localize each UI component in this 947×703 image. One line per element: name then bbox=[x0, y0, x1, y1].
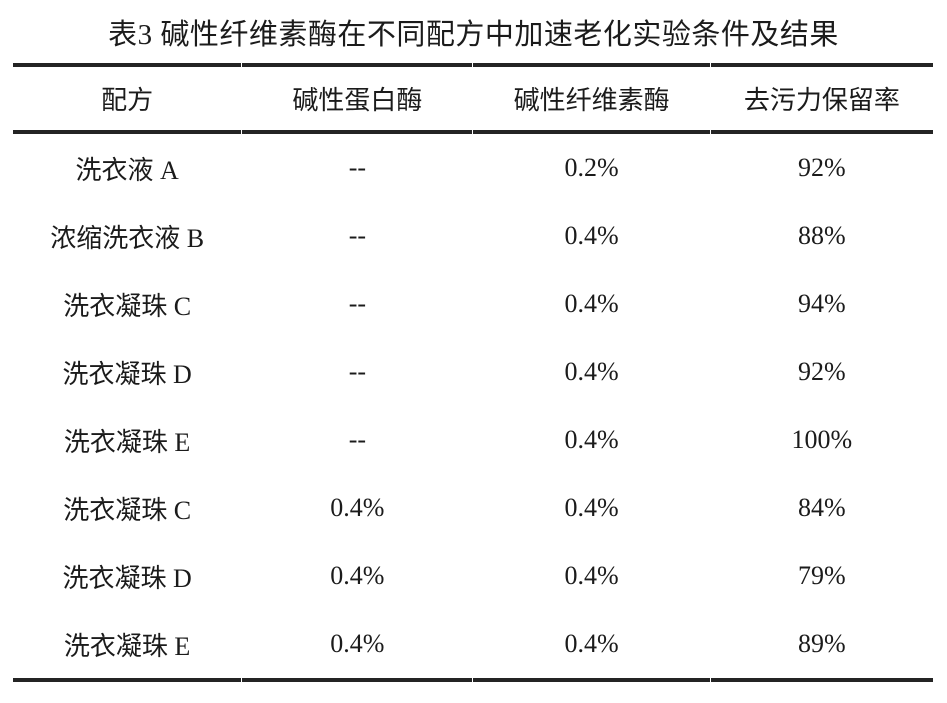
cell-retention: 100% bbox=[791, 425, 853, 454]
cell-protease: 0.4% bbox=[242, 610, 473, 682]
cell-protease: -- bbox=[348, 289, 367, 318]
cell-cellulase: 0.4% bbox=[473, 610, 710, 682]
cell-formula: 洗衣凝珠 D bbox=[62, 359, 192, 389]
cell-cellulase: 0.4% bbox=[564, 493, 619, 522]
cell-protease: -- bbox=[348, 425, 367, 454]
cell-formula: 洗衣凝珠 C bbox=[63, 495, 192, 525]
table-row: 洗衣凝珠 C 0.4% 0.4% 84% bbox=[13, 474, 933, 542]
table-row: 洗衣凝珠 C -- 0.4% 94% bbox=[13, 270, 933, 338]
column-header-protease: 碱性蛋白酶 bbox=[242, 63, 473, 134]
table-row: 浓缩洗衣液 B -- 0.4% 88% bbox=[13, 202, 933, 270]
cell-protease: -- bbox=[348, 153, 367, 182]
cell-cellulase: 0.4% bbox=[564, 561, 619, 590]
cell-retention: 89% bbox=[710, 610, 933, 682]
data-table: 配方 碱性蛋白酶 碱性纤维素酶 去污力保留率 洗衣液 A -- 0.2% 92%… bbox=[12, 63, 934, 682]
cell-cellulase: 0.2% bbox=[564, 153, 619, 182]
cell-retention: 88% bbox=[798, 221, 846, 250]
cell-protease: 0.4% bbox=[330, 561, 385, 590]
cell-cellulase: 0.4% bbox=[564, 357, 619, 386]
cell-retention: 92% bbox=[798, 153, 846, 182]
table-row: 洗衣凝珠 E 0.4% 0.4% 89% bbox=[13, 610, 933, 682]
cell-formula: 洗衣凝珠 E bbox=[13, 610, 242, 682]
column-header-retention: 去污力保留率 bbox=[710, 63, 933, 134]
cell-protease: -- bbox=[348, 357, 367, 386]
cell-formula: 洗衣液 A bbox=[75, 155, 179, 185]
table-caption: 表3 碱性纤维素酶在不同配方中加速老化实验条件及结果 bbox=[108, 18, 839, 51]
cell-retention: 84% bbox=[798, 493, 846, 522]
cell-retention: 79% bbox=[798, 561, 846, 590]
table-row: 洗衣凝珠 D -- 0.4% 92% bbox=[13, 338, 933, 406]
table-row: 洗衣液 A -- 0.2% 92% bbox=[13, 134, 933, 202]
cell-formula: 浓缩洗衣液 B bbox=[50, 223, 205, 253]
cell-cellulase: 0.4% bbox=[564, 425, 619, 454]
cell-protease: -- bbox=[348, 221, 367, 250]
cell-retention: 92% bbox=[798, 357, 846, 386]
cell-retention: 94% bbox=[798, 289, 846, 318]
table-row: 洗衣凝珠 E -- 0.4% 100% bbox=[13, 406, 933, 474]
cell-protease: 0.4% bbox=[330, 493, 385, 522]
cell-formula: 洗衣凝珠 E bbox=[63, 427, 191, 457]
cell-formula: 洗衣凝珠 D bbox=[62, 563, 192, 593]
table-row: 洗衣凝珠 D 0.4% 0.4% 79% bbox=[13, 542, 933, 610]
cell-formula: 洗衣凝珠 C bbox=[63, 291, 192, 321]
column-header-formula: 配方 bbox=[13, 63, 242, 134]
cell-cellulase: 0.4% bbox=[564, 289, 619, 318]
column-header-cellulase: 碱性纤维素酶 bbox=[473, 63, 710, 134]
cell-cellulase: 0.4% bbox=[564, 221, 619, 250]
header-row: 配方 碱性蛋白酶 碱性纤维素酶 去污力保留率 bbox=[13, 63, 933, 134]
